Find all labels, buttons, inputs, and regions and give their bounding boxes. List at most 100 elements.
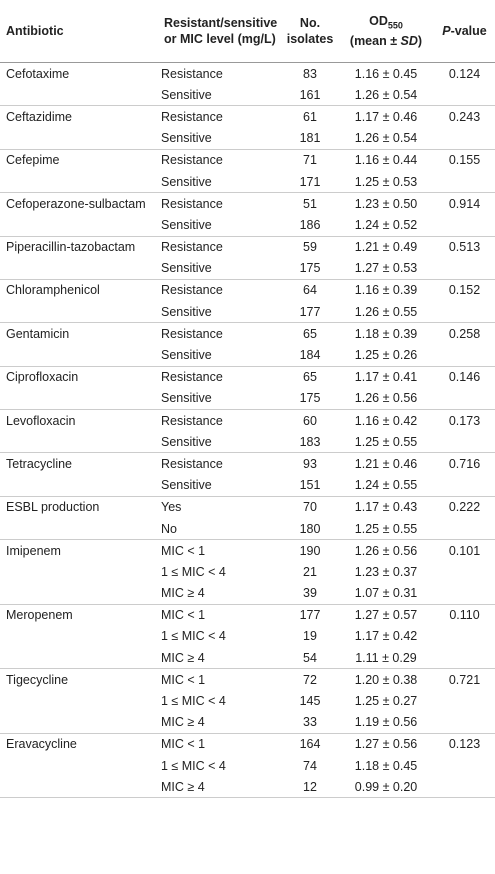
- isolates-cell: 177: [299, 608, 321, 623]
- isolates-cell: 145: [299, 694, 321, 709]
- empty-cell: [0, 214, 158, 237]
- isolates-cell: 190: [299, 543, 321, 558]
- od-cell: 1.21 ± 0.46: [354, 456, 418, 471]
- p-value-cell: 0.146: [448, 370, 481, 385]
- od-cell: 1.25 ± 0.55: [338, 431, 434, 454]
- empty-cell: [0, 626, 158, 647]
- empty-cell: [0, 647, 158, 670]
- level-cell: 1 ≤ MIC < 4: [161, 758, 226, 773]
- isolates-cell: 70: [303, 500, 317, 515]
- table-row: Sensitive 175 1.26 ± 0.56: [0, 387, 495, 410]
- table-row: Gentamicin Resistance 65 1.18 ± 0.39 0.258: [0, 323, 495, 345]
- table-row: MIC ≥ 4 39 1.07 ± 0.31: [0, 582, 495, 605]
- empty-cell: [0, 776, 158, 799]
- empty-cell: [434, 84, 495, 107]
- isolates-cell: 183: [282, 431, 338, 454]
- isolates-cell: 93: [303, 456, 317, 471]
- empty-cell: [0, 582, 158, 605]
- od-cell: 1.27 ± 0.57: [354, 608, 418, 623]
- empty-cell: [434, 517, 495, 541]
- isolates-cell: 177: [282, 301, 338, 324]
- od-cell: 1.23 ± 0.37: [354, 564, 418, 579]
- isolates-cell: 65: [303, 370, 317, 385]
- empty-cell: [434, 301, 495, 324]
- p-value-cell: 0.222: [448, 500, 481, 515]
- header-text: -value: [450, 24, 487, 38]
- level-cell: Resistance: [161, 240, 223, 255]
- isolates-cell: 164: [299, 737, 321, 752]
- isolates-cell: 33: [282, 711, 338, 734]
- antibiotic-cell: Chloramphenicol: [6, 283, 100, 298]
- empty-cell: [434, 776, 495, 799]
- antibiotic-cell: Imipenem: [6, 543, 61, 558]
- level-cell: MIC ≥ 4: [158, 647, 282, 670]
- p-value-cell: 0.110: [449, 608, 480, 623]
- table-row: Sensitive 186 1.24 ± 0.52: [0, 214, 495, 237]
- antibiotic-cell: Ceftazidime: [6, 109, 72, 124]
- isolates-cell: 175: [282, 257, 338, 280]
- table-row: Ceftazidime Resistance 61 1.17 ± 0.46 0.243: [0, 106, 495, 128]
- level-cell: MIC < 1: [161, 737, 206, 752]
- table-row: Cefotaxime Resistance 83 1.16 ± 0.45 0.124: [0, 63, 495, 85]
- empty-cell: [434, 561, 495, 582]
- p-value-cell: 0.173: [448, 413, 481, 428]
- od-cell: 1.26 ± 0.56: [354, 543, 418, 558]
- od-cell: 1.25 ± 0.55: [338, 517, 434, 541]
- level-cell: Resistance: [161, 326, 223, 341]
- table-row: Cefepime Resistance 71 1.16 ± 0.44 0.155: [0, 149, 495, 171]
- table-row: MIC ≥ 4 33 1.19 ± 0.56: [0, 711, 495, 734]
- level-cell: Resistance: [161, 413, 223, 428]
- header-text: (mean ±: [349, 34, 401, 49]
- isolates-cell: 61: [303, 109, 317, 124]
- table-row: MIC ≥ 4 12 0.99 ± 0.20: [0, 776, 495, 799]
- level-cell: Resistance: [161, 109, 223, 124]
- od-cell: 1.20 ± 0.38: [354, 672, 418, 687]
- level-cell: Sensitive: [158, 170, 282, 194]
- isolates-cell: 64: [303, 283, 317, 298]
- p-value-cell: 0.721: [448, 672, 481, 687]
- empty-cell: [434, 214, 495, 237]
- p-value-cell: 0.513: [448, 240, 481, 255]
- level-cell: 1 ≤ MIC < 4: [161, 694, 226, 709]
- isolates-cell: 21: [303, 564, 317, 579]
- od-cell: 1.11 ± 0.29: [338, 647, 434, 670]
- antibiotic-cell: Ciprofloxacin: [6, 370, 79, 385]
- empty-cell: [0, 127, 158, 150]
- isolates-cell: 175: [282, 387, 338, 410]
- isolates-cell: 59: [303, 240, 317, 255]
- od-cell: 1.07 ± 0.31: [338, 582, 434, 605]
- table-row: MIC ≥ 4 54 1.11 ± 0.29: [0, 647, 495, 670]
- table-row: 1 ≤ MIC < 4 145 1.25 ± 0.27: [0, 690, 495, 711]
- isolates-cell: 54: [282, 647, 338, 670]
- empty-cell: [434, 755, 495, 776]
- isolates-cell: 51: [303, 196, 317, 211]
- od-cell: 1.17 ± 0.46: [354, 109, 418, 124]
- table-row: 1 ≤ MIC < 4 19 1.17 ± 0.42: [0, 626, 495, 647]
- isolates-cell: 186: [282, 214, 338, 237]
- level-cell: MIC < 1: [161, 608, 206, 623]
- table-row: Sensitive 151 1.24 ± 0.55: [0, 474, 495, 497]
- antibiotic-cell: Cefepime: [6, 153, 60, 168]
- antibiotic-cell: Eravacycline: [6, 737, 77, 752]
- level-cell: Sensitive: [158, 214, 282, 237]
- empty-cell: [434, 387, 495, 410]
- empty-cell: [434, 582, 495, 605]
- p-value-cell: 0.123: [448, 737, 481, 752]
- empty-cell: [0, 690, 158, 711]
- header-italic: P: [442, 24, 451, 38]
- empty-cell: [0, 711, 158, 734]
- table-row: Sensitive 181 1.26 ± 0.54: [0, 127, 495, 150]
- p-value-cell: 0.914: [448, 196, 481, 211]
- table-row: Sensitive 175 1.27 ± 0.53: [0, 257, 495, 280]
- empty-cell: [434, 626, 495, 647]
- isolates-cell: 12: [282, 776, 338, 799]
- header-text: OD: [369, 13, 388, 28]
- antibiotic-cell: ESBL production: [6, 500, 100, 515]
- antibiotic-cell: Cefotaxime: [6, 66, 70, 81]
- isolates-cell: 71: [303, 153, 317, 168]
- table-row: ESBL production Yes 70 1.17 ± 0.43 0.222: [0, 496, 495, 518]
- level-cell: MIC < 1: [161, 543, 206, 558]
- level-cell: Sensitive: [158, 257, 282, 280]
- level-cell: Sensitive: [158, 344, 282, 367]
- table-body: Cefotaxime Resistance 83 1.16 ± 0.45 0.124 Se…: [0, 63, 495, 799]
